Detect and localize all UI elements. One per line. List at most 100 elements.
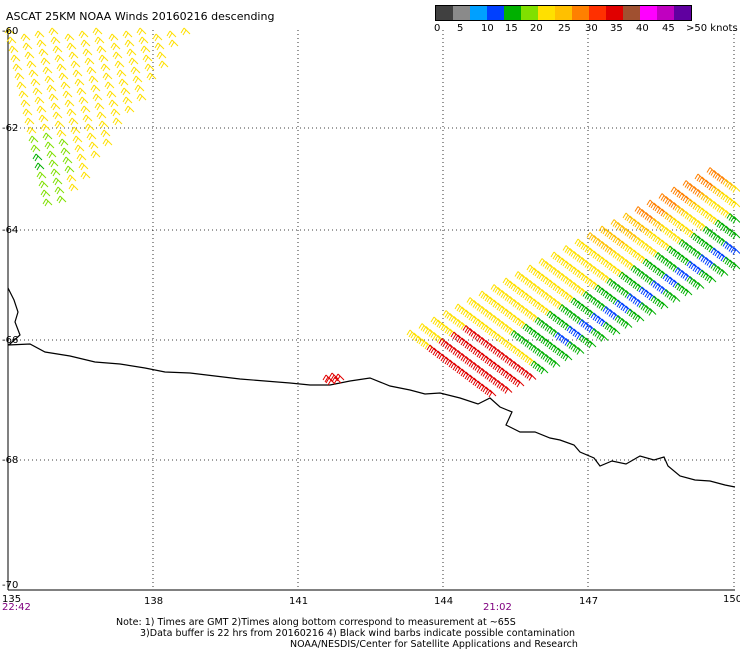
wind-barb [694, 220, 705, 228]
wind-barb [654, 236, 665, 245]
wind-barb [610, 327, 621, 336]
legend-swatch-7 [555, 6, 572, 20]
wind-barb [112, 117, 123, 126]
wind-barb [610, 312, 621, 320]
wind-barb [574, 269, 585, 278]
wind-barb [710, 185, 721, 194]
wind-barb [626, 262, 637, 270]
wind-barb [722, 241, 733, 249]
wind-barb [406, 329, 417, 338]
wind-barb [526, 280, 537, 288]
wind-barb [458, 337, 469, 346]
note-line-3: NOAA/NESDIS/Center for Satellite Applica… [290, 639, 578, 650]
wind-barb [494, 380, 505, 388]
wind-barb [602, 244, 613, 252]
wind-barb [62, 156, 73, 165]
wind-barb [646, 215, 657, 223]
wind-barb [650, 218, 661, 226]
wind-barb [514, 333, 525, 341]
wind-barb [634, 283, 645, 292]
wind-barb [122, 96, 133, 105]
wind-barb [594, 300, 605, 308]
wind-barb [622, 212, 633, 221]
wind-barb [730, 216, 740, 224]
wind-barb [686, 245, 697, 253]
wind-barb [666, 199, 677, 207]
wind-barb [534, 332, 545, 341]
wind-barb [570, 313, 581, 321]
wind-barb [550, 360, 561, 368]
wind-barb [618, 271, 629, 280]
wind-barb [678, 223, 689, 232]
wind-barb [698, 192, 709, 200]
wind-barb [466, 312, 477, 321]
wind-barb [506, 311, 517, 320]
wind-barb [422, 341, 433, 350]
wind-barb [58, 72, 69, 81]
wind-barb [486, 389, 497, 398]
wind-barb [100, 63, 111, 72]
wind-barb [64, 99, 75, 108]
wind-barb [518, 336, 529, 344]
wind-barb [606, 324, 617, 333]
wind-barb [514, 286, 525, 295]
wind-barb [614, 222, 625, 230]
wind-barb [438, 322, 449, 331]
wind-barb [602, 321, 613, 330]
wind-barb [598, 334, 609, 342]
wind-barb [618, 256, 629, 264]
wind-barb [698, 176, 709, 185]
wind-barb [646, 230, 657, 239]
wind-barb [98, 54, 109, 63]
wind-barb [498, 352, 509, 360]
wind-barb [506, 280, 517, 289]
lat-label-70: -70 [2, 580, 19, 591]
wind-barb [562, 307, 573, 315]
wind-barb [522, 354, 533, 363]
wind-barb [674, 282, 685, 291]
wind-barb [662, 289, 673, 297]
wind-barb [714, 219, 725, 228]
wind-barb [98, 120, 109, 129]
wind-barb [126, 48, 137, 57]
wind-barb [702, 179, 713, 188]
wind-barb [710, 201, 721, 209]
wind-barb [702, 272, 713, 281]
wind-barb [466, 359, 477, 367]
wind-barb [642, 289, 653, 298]
wind-barb [134, 84, 145, 93]
wind-barb [510, 299, 521, 307]
wind-barb [666, 276, 677, 285]
wind-barb [722, 194, 733, 203]
wind-barb [566, 325, 577, 334]
wind-barb [646, 292, 657, 301]
wind-barb [50, 102, 61, 111]
wind-barb [470, 362, 481, 370]
wind-barb [12, 63, 23, 72]
wind-barb [582, 260, 593, 268]
wind-barb [534, 301, 545, 310]
wind-barb [614, 253, 625, 261]
wind-barb [30, 144, 41, 153]
wind-barb [154, 42, 165, 51]
legend-label-7: 35 [610, 23, 623, 34]
wind-barb [486, 296, 497, 305]
wind-barb [622, 321, 633, 329]
wind-barb [666, 214, 677, 223]
wind-barb [554, 301, 565, 309]
wind-barb [578, 334, 589, 343]
wind-barb [710, 216, 721, 225]
wind-barb [558, 288, 569, 297]
wind-barb [108, 33, 119, 42]
wind-barb [486, 374, 497, 382]
wind-barb [522, 277, 533, 285]
wind-barb [566, 294, 577, 303]
wind-barb [72, 69, 83, 78]
wind-barb [88, 141, 99, 150]
wind-barb [68, 183, 79, 192]
wind-barb [726, 213, 737, 221]
wind-barb [152, 33, 163, 42]
wind-barb [726, 259, 737, 268]
legend-label-3: 15 [505, 23, 518, 34]
lat-label-62: -62 [2, 123, 19, 134]
